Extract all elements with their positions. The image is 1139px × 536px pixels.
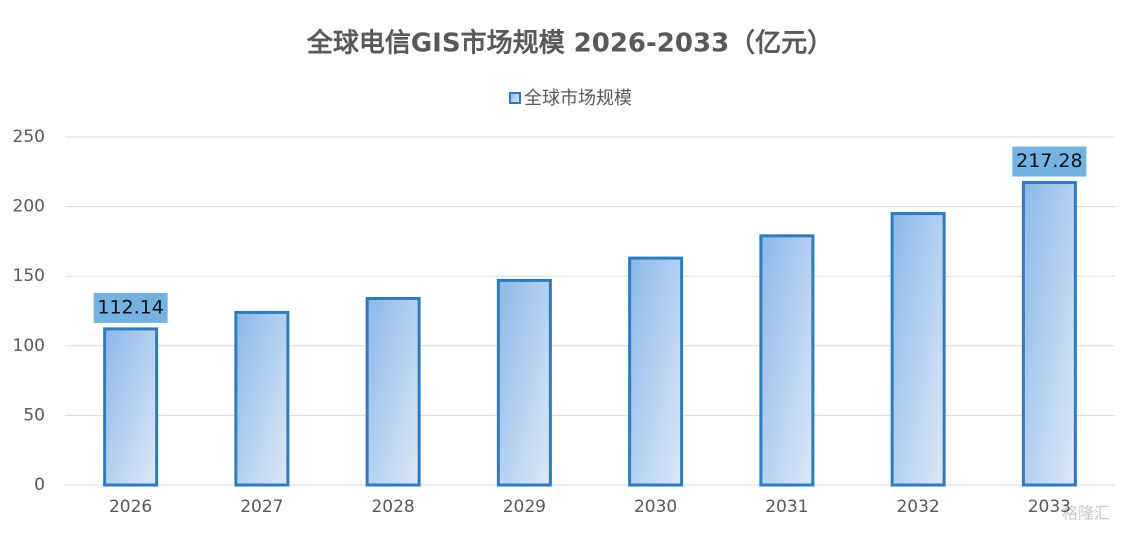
legend-label: 全球市场规模 [524, 88, 632, 109]
bar [1021, 181, 1077, 487]
y-tick-label: 150 [13, 266, 45, 286]
y-tick-label: 250 [13, 127, 45, 147]
x-tick-label: 2030 [634, 497, 677, 517]
bar [365, 296, 421, 487]
x-tick-label: 2031 [765, 497, 808, 517]
y-tick-label: 0 [34, 475, 45, 495]
bar [628, 256, 684, 487]
chart-title: 全球电信GIS市场规模 2026-2033（亿元） [306, 28, 833, 59]
x-tick-label: 2029 [503, 497, 546, 517]
x-tick-label: 2027 [240, 497, 283, 517]
data-label-box [93, 292, 168, 323]
bar [496, 278, 552, 487]
x-tick-label: 2028 [371, 497, 414, 517]
data-label: 112.14 [97, 296, 163, 318]
bar [890, 212, 946, 487]
bar [103, 327, 159, 487]
data-label: 217.28 [1016, 150, 1082, 172]
y-tick-label: 100 [13, 336, 45, 356]
y-tick-label: 200 [13, 197, 45, 217]
bar [234, 310, 290, 487]
watermark: 格隆汇 [1062, 504, 1110, 523]
x-tick-label: 2032 [896, 497, 939, 517]
x-tick-label: 2026 [109, 497, 152, 517]
x-tick-label: 2033 [1028, 497, 1071, 517]
data-label-box [1012, 146, 1087, 177]
legend-swatch [509, 92, 521, 104]
bar [759, 234, 815, 487]
y-tick-label: 50 [23, 405, 45, 425]
